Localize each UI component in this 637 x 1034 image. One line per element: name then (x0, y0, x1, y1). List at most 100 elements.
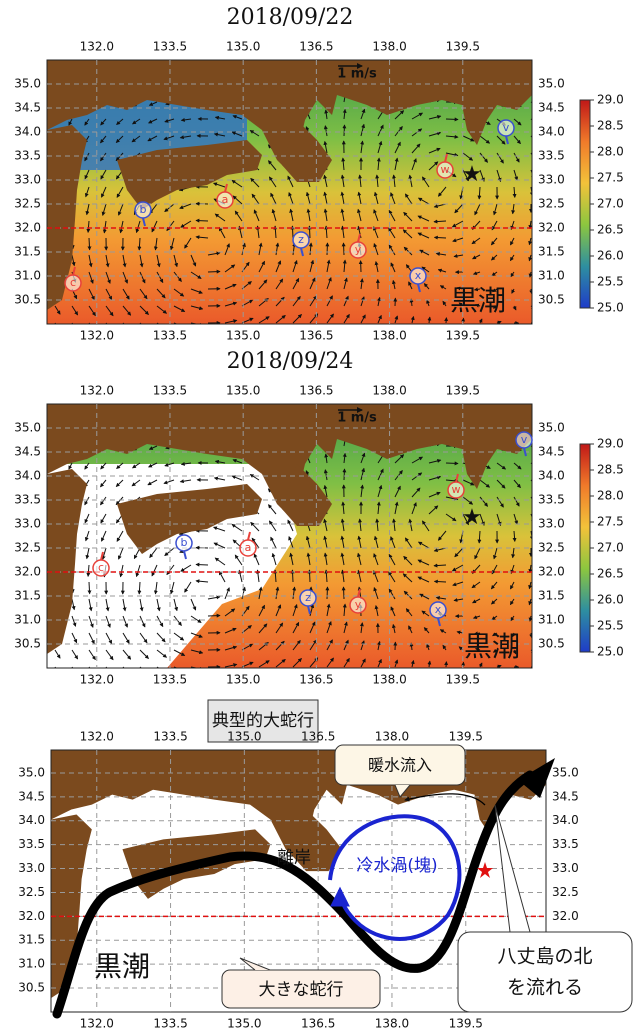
marker-arrow (437, 617, 441, 627)
x-tick-label: 132.0 (80, 730, 114, 744)
vector-arrow (241, 317, 254, 324)
star (477, 862, 493, 878)
vector-arrow (512, 186, 517, 198)
vector-arrow (491, 271, 498, 277)
vector-arrow (360, 140, 365, 154)
vector-arrow (373, 209, 379, 222)
vector-arrow (119, 564, 124, 578)
marker-arrow (505, 135, 509, 145)
vector-arrow (394, 454, 405, 464)
y-tick-label: 33.5 (14, 149, 41, 163)
vector-arrow (513, 118, 522, 126)
vector-arrow (148, 445, 158, 450)
vector-arrow (474, 303, 481, 308)
vector-arrow (184, 237, 192, 249)
vector-arrow (153, 581, 158, 595)
x-tick-label: 133.5 (153, 730, 187, 744)
vector-arrow (163, 479, 175, 485)
vector-arrow (190, 632, 203, 638)
vector-arrow (490, 598, 498, 605)
station-marker (216, 191, 234, 209)
y-tick-label: 32.5 (552, 885, 579, 899)
vector-arrow (403, 211, 413, 222)
station-label: y (355, 243, 362, 256)
vector-arrow (101, 203, 107, 216)
vector-arrow (477, 530, 482, 544)
vector-arrow (428, 131, 442, 137)
map-area (47, 404, 532, 668)
vector-arrow (54, 649, 61, 659)
vector-arrow (528, 254, 532, 262)
vector-arrow (511, 288, 516, 294)
y-tick-label: 31.5 (538, 245, 565, 259)
y-tick-label: 32.0 (552, 909, 579, 923)
vector-arrow (258, 660, 270, 668)
map-panel: 2018/09/24 132.0 132.0 133.5 133.5 135.0 135.… (14, 349, 623, 687)
vector-arrow (426, 299, 430, 307)
vector-arrow (462, 479, 475, 486)
vector-arrow (105, 288, 113, 301)
vector-arrow (156, 615, 164, 628)
vector-arrow (105, 598, 110, 612)
vector-arrow (292, 603, 298, 617)
vector-arrow (360, 484, 365, 498)
vector-arrow (148, 118, 158, 124)
vector-arrow (402, 229, 413, 239)
vector-arrow (173, 632, 185, 641)
vector-arrow (207, 595, 221, 600)
vector-arrow (249, 474, 260, 481)
colorbar-label: 28.5 (597, 119, 624, 133)
y-tick-label: 31.5 (18, 933, 45, 947)
vector-arrow (115, 152, 124, 162)
colorbar (579, 443, 591, 653)
vector-arrow (179, 479, 192, 484)
y-tick-label: 32.5 (538, 541, 565, 555)
vector-arrow (390, 536, 396, 549)
vector-arrow (251, 537, 260, 549)
x-tick-label: 138.0 (375, 1017, 409, 1031)
vector-arrow (472, 615, 481, 620)
x-tick-label: 135.0 (226, 384, 260, 398)
vector-arrow (88, 615, 94, 628)
vector-arrow (373, 226, 379, 239)
vector-arrow (164, 462, 175, 467)
vector-arrow (426, 643, 430, 651)
vector-arrow (394, 659, 399, 668)
vector-arrow (306, 208, 311, 222)
vector-arrow (377, 314, 382, 324)
vector-arrow (374, 261, 379, 273)
vector-arrow (86, 564, 91, 577)
vector-arrow (258, 260, 265, 273)
vector-arrow (445, 134, 459, 139)
vector-arrow (148, 101, 158, 106)
vector-arrow (451, 220, 464, 228)
vector-arrow (214, 459, 226, 464)
vector-arrow (360, 123, 366, 137)
y-tick-label: 31.0 (14, 613, 41, 627)
vector-arrow (139, 615, 146, 628)
vector-arrow (214, 557, 226, 566)
vector-arrow (323, 484, 328, 498)
vector-arrow (428, 161, 439, 171)
vector-arrow (213, 542, 226, 549)
vector-arrow (268, 504, 277, 515)
vector-arrow (116, 462, 124, 469)
vector-arrow (164, 547, 175, 557)
vector-arrow (417, 541, 430, 549)
vector-arrow (214, 115, 226, 120)
vector-arrow (437, 530, 447, 541)
vector-arrow (326, 603, 331, 617)
vector-arrow (268, 520, 277, 532)
vector-arrow (116, 186, 124, 198)
vector-arrow (510, 615, 515, 622)
vector-arrow (84, 152, 90, 162)
y-tick-label: 34.5 (18, 789, 45, 803)
x-tick-label: 133.5 (153, 1017, 187, 1031)
vector-arrow (117, 203, 124, 216)
x-tick-label: 138.0 (372, 673, 406, 687)
vector-arrow (375, 518, 380, 532)
vector-arrow (173, 649, 186, 656)
vector-arrow (119, 220, 124, 234)
vector-arrow (324, 453, 329, 464)
vector-arrow (340, 225, 345, 239)
